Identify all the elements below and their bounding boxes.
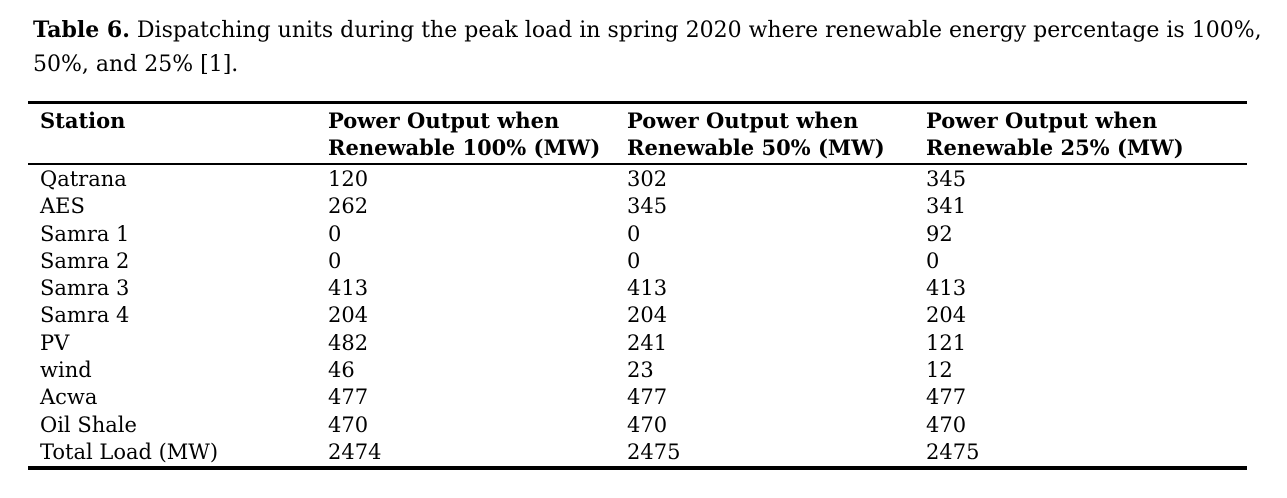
table-row: wind 46 23 12 [28, 357, 1247, 384]
power-value: 477 [328, 385, 369, 410]
power-value: 477 [926, 385, 967, 410]
column-header-renewable-50: Power Output when Renewable 50% (MW) [627, 102, 926, 165]
power-value: 241 [627, 330, 668, 355]
power-value: 204 [926, 303, 967, 328]
table-caption-text-line1: Dispatching units during the peak load i… [136, 18, 1185, 43]
station-name: Total Load (MW) [40, 439, 219, 464]
power-value: 12 [926, 358, 953, 383]
power-value: 0 [926, 248, 940, 273]
station-name: wind [40, 358, 92, 383]
power-value: 482 [328, 330, 369, 355]
power-value: 345 [627, 194, 668, 219]
table-row: Samra 4 204 204 204 [28, 302, 1247, 329]
table-caption-label: Table 6. [33, 17, 130, 43]
power-value: 204 [328, 303, 369, 328]
station-name: Acwa [40, 385, 98, 410]
station-name: Samra 4 [40, 303, 130, 328]
power-value: 341 [926, 194, 967, 219]
power-value: 413 [627, 276, 668, 301]
power-value: 46 [328, 358, 355, 383]
dispatching-units-table: Station Power Output when Renewable 100%… [28, 101, 1247, 471]
table-row: Samra 1 0 0 92 [28, 221, 1247, 248]
table-row: PV 482 241 121 [28, 330, 1247, 357]
table-caption: Table 6. Dispatching units during the pe… [33, 13, 1265, 82]
station-name: Qatrana [40, 167, 127, 191]
table-row: Acwa 477 477 477 [28, 384, 1247, 411]
power-value: 302 [627, 167, 668, 191]
power-value: 470 [627, 412, 668, 437]
power-value: 92 [926, 221, 953, 246]
station-name: Samra 3 [40, 276, 130, 301]
column-header-renewable-100: Power Output when Renewable 100% (MW) [328, 102, 627, 165]
table-header-row: Station Power Output when Renewable 100%… [28, 102, 1247, 165]
power-value: 0 [627, 221, 641, 246]
power-value: 345 [926, 167, 967, 191]
power-value: 0 [627, 248, 641, 273]
table-row: Oil Shale 470 470 470 [28, 412, 1247, 439]
station-name: Samra 1 [40, 221, 130, 246]
power-value: 2475 [627, 439, 681, 464]
power-value: 477 [627, 385, 668, 410]
power-value: 413 [926, 276, 967, 301]
table-row: AES 262 345 341 [28, 193, 1247, 220]
power-value: 413 [328, 276, 369, 301]
station-name: Oil Shale [40, 412, 137, 437]
table-caption-text-line2: 100%, 50%, and 25% [1]. [33, 18, 1262, 77]
power-value: 0 [328, 221, 342, 246]
power-value: 121 [926, 330, 967, 355]
power-value: 470 [926, 412, 967, 437]
power-value: 470 [328, 412, 369, 437]
table-row: Samra 2 0 0 0 [28, 248, 1247, 275]
column-header-renewable-25: Power Output when Renewable 25% (MW) [926, 102, 1247, 165]
power-value: 262 [328, 194, 369, 219]
station-name: PV [40, 330, 70, 355]
power-value: 23 [627, 358, 654, 383]
power-value: 2475 [926, 439, 980, 464]
power-value: 204 [627, 303, 668, 328]
column-header-station: Station [28, 102, 328, 165]
table-row-total: Total Load (MW) 2474 2475 2475 [28, 439, 1247, 468]
power-value: 2474 [328, 439, 382, 464]
station-name: Samra 2 [40, 248, 130, 273]
station-name: AES [40, 194, 85, 219]
power-value: 0 [328, 248, 342, 273]
table-row: Samra 3 413 413 413 [28, 275, 1247, 302]
table-row: Qatrana 120 302 345 [28, 164, 1247, 193]
power-value: 120 [328, 167, 369, 191]
